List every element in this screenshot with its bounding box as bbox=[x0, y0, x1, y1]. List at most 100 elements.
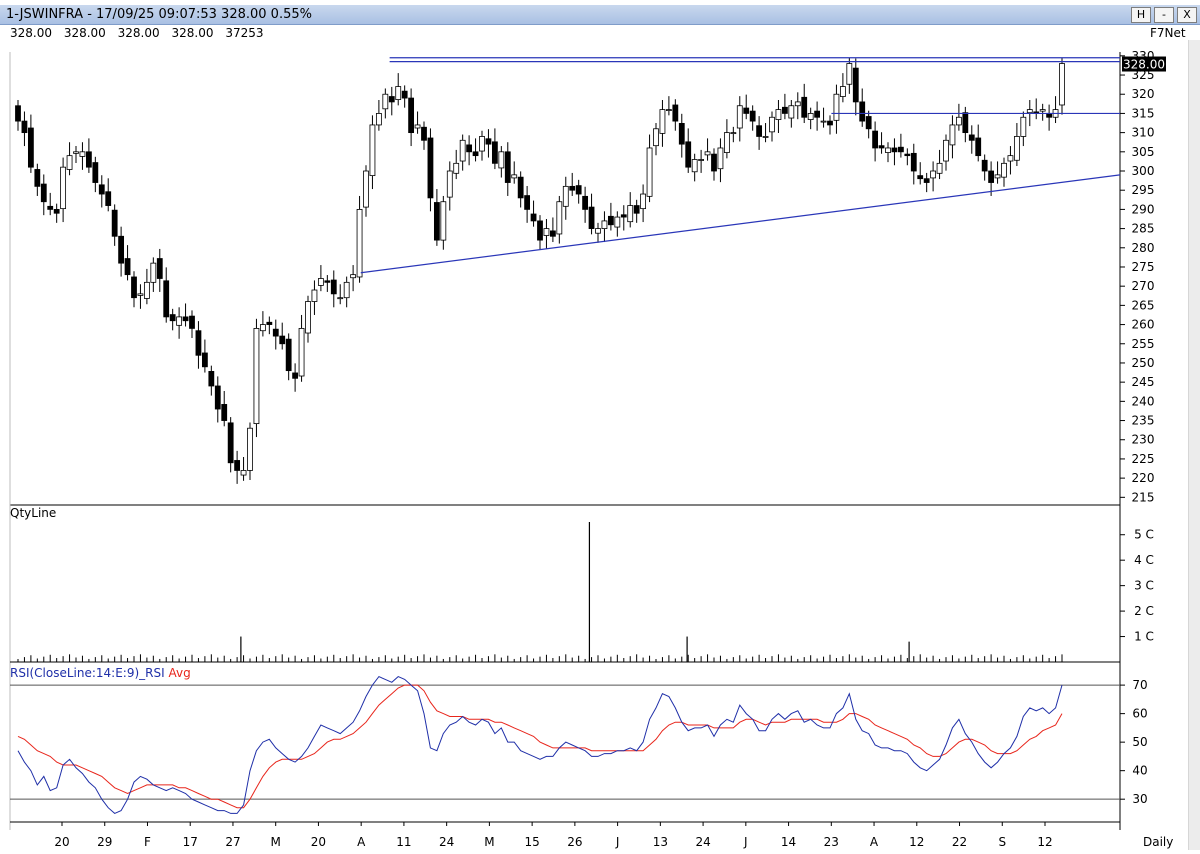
candle-body bbox=[962, 112, 969, 134]
candle-body bbox=[414, 124, 421, 129]
x-axis-label: 20 bbox=[54, 835, 69, 849]
candle-body bbox=[453, 162, 460, 174]
candle-body bbox=[846, 63, 853, 85]
x-axis-label: 17 bbox=[183, 835, 198, 849]
candle-body bbox=[582, 195, 589, 210]
price-axis-label: 285 bbox=[1132, 222, 1155, 236]
candle-body bbox=[60, 166, 67, 210]
price-axis-label: 325 bbox=[1132, 68, 1155, 82]
minimize-button[interactable]: - bbox=[1154, 7, 1174, 23]
candle-body bbox=[717, 147, 724, 170]
candle-body bbox=[1020, 116, 1027, 137]
volume-axis-label: 1 C bbox=[1134, 630, 1154, 644]
candle-body bbox=[382, 93, 389, 110]
candle-body bbox=[369, 124, 376, 177]
x-axis-label: 12 bbox=[1037, 835, 1052, 849]
candle-body bbox=[801, 96, 808, 118]
last-price-tag bbox=[1122, 56, 1166, 72]
candle-body bbox=[421, 126, 427, 141]
rsi-avg-line bbox=[17, 684, 1063, 809]
candle-body bbox=[195, 330, 202, 356]
candle-body bbox=[356, 208, 363, 278]
candle-body bbox=[234, 460, 241, 471]
x-axis-label: 29 bbox=[97, 835, 112, 849]
x-axis-label: 26 bbox=[567, 835, 582, 849]
x-axis-label: 15 bbox=[524, 835, 539, 849]
candle-body bbox=[891, 147, 898, 153]
candle-body bbox=[859, 101, 866, 122]
candle-body bbox=[21, 120, 28, 134]
candle-body bbox=[833, 93, 840, 121]
x-axis-label: F bbox=[144, 835, 151, 849]
vertical-scrollbar[interactable] bbox=[1188, 40, 1200, 850]
candle-body bbox=[633, 205, 640, 214]
candle-body bbox=[440, 201, 447, 241]
candle-body bbox=[324, 280, 331, 283]
price-axis-label: 270 bbox=[1132, 279, 1155, 293]
price-axis-label: 215 bbox=[1132, 490, 1155, 504]
candle-body bbox=[305, 301, 311, 334]
candle-body bbox=[943, 139, 949, 162]
x-axis-label: M bbox=[271, 835, 281, 849]
x-axis-label: 24 bbox=[695, 835, 710, 849]
candle-body bbox=[872, 130, 879, 149]
window-title: 1-JSWINFRA - 17/09/25 09:07:53 328.00 0.… bbox=[6, 7, 312, 22]
candle-body bbox=[498, 151, 505, 169]
candle-body bbox=[537, 220, 543, 241]
x-axis-label: A bbox=[870, 835, 879, 849]
candle-body bbox=[221, 404, 228, 421]
candle-body bbox=[214, 385, 221, 410]
rsi-axis-label: 50 bbox=[1132, 735, 1147, 749]
last-price-label: 328.00 bbox=[1123, 58, 1165, 72]
candle-body bbox=[549, 230, 556, 237]
candle-body bbox=[150, 262, 157, 283]
candle-body bbox=[433, 202, 440, 241]
candle-body bbox=[111, 209, 118, 237]
x-axis-label: 20 bbox=[311, 835, 326, 849]
candle-body bbox=[839, 86, 846, 97]
candle-body bbox=[15, 105, 21, 122]
candle-body bbox=[827, 120, 833, 126]
x-axis-label: 12 bbox=[909, 835, 924, 849]
x-axis-label: 11 bbox=[396, 835, 411, 849]
candle-body bbox=[105, 191, 112, 206]
candle-body bbox=[614, 216, 621, 228]
candle-body bbox=[794, 101, 801, 107]
candle-body bbox=[47, 205, 54, 210]
candle-body bbox=[169, 314, 176, 322]
candle-body bbox=[691, 159, 698, 173]
candle-body bbox=[446, 170, 453, 198]
candle-body bbox=[388, 96, 395, 103]
price-axis-label: 290 bbox=[1132, 202, 1155, 216]
candle-body bbox=[762, 136, 769, 138]
volume-value: 37253 bbox=[225, 26, 264, 40]
help-button[interactable]: H bbox=[1131, 7, 1151, 23]
x-axis-label: J bbox=[615, 835, 620, 849]
rsi-legend-avg: Avg bbox=[168, 666, 190, 680]
candle-body bbox=[427, 137, 434, 199]
close-button[interactable]: X bbox=[1177, 7, 1197, 23]
candle-body bbox=[885, 147, 891, 153]
candle-body bbox=[92, 162, 99, 183]
candle-body bbox=[852, 67, 859, 103]
brand-label: F7Net bbox=[1150, 26, 1186, 40]
candle-body bbox=[530, 213, 537, 222]
candle-body bbox=[569, 185, 576, 191]
candle-body bbox=[646, 147, 653, 197]
volume-axis-label: 2 C bbox=[1134, 604, 1154, 618]
candle-body bbox=[930, 170, 937, 179]
candle-body bbox=[337, 297, 344, 300]
price-axis-label: 310 bbox=[1132, 126, 1155, 140]
price-axis-label: 225 bbox=[1132, 452, 1155, 466]
close-value: 328.00 bbox=[171, 26, 214, 40]
candle-body bbox=[607, 215, 614, 226]
candle-body bbox=[698, 159, 705, 161]
candle-body bbox=[66, 155, 73, 170]
candle-body bbox=[743, 107, 750, 114]
rsi-axis-label: 60 bbox=[1132, 707, 1147, 721]
price-axis-label: 305 bbox=[1132, 145, 1155, 159]
volume-axis-label: 5 C bbox=[1134, 528, 1154, 542]
candle-body bbox=[640, 193, 647, 210]
low-value: 328.00 bbox=[117, 26, 160, 40]
